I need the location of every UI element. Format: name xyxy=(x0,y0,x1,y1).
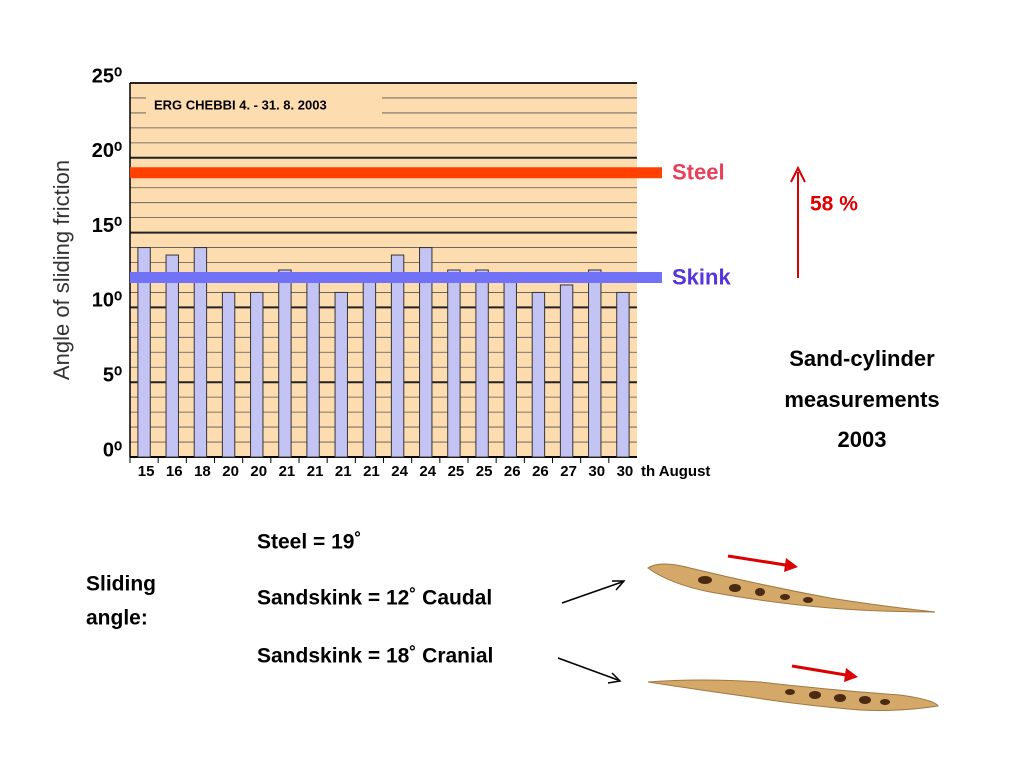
y-axis-label: Angle of sliding friction xyxy=(49,160,74,380)
x-tick-label: 27 xyxy=(560,463,577,480)
grid xyxy=(129,82,637,463)
bar xyxy=(193,247,208,458)
x-tick-label: 25 xyxy=(448,463,465,480)
x-tick-label: 20 xyxy=(222,463,239,480)
bar xyxy=(250,291,264,458)
x-tick-label: 26 xyxy=(504,463,521,480)
bar xyxy=(278,269,292,458)
bar xyxy=(362,276,377,458)
inset-title: ERG CHEBBI 4. - 31. 8. 2003 xyxy=(154,97,327,112)
sliding-label: Sliding xyxy=(86,573,156,596)
y-tick-label: 15⁰ xyxy=(92,215,122,237)
pointer-head xyxy=(612,580,626,591)
marks xyxy=(130,167,662,458)
bar xyxy=(165,254,179,458)
x-tick-label: 16 xyxy=(166,463,183,480)
bar xyxy=(334,291,348,458)
x-tick-label: 26 xyxy=(532,463,549,480)
bar xyxy=(559,284,574,458)
annotation: 58 % xyxy=(810,193,858,216)
lizard xyxy=(647,664,939,711)
x-tick-label: 30 xyxy=(617,463,634,480)
summary-line: 2003 xyxy=(838,427,887,452)
y-tick-label: 0⁰ xyxy=(103,439,122,461)
x-tick-label: 21 xyxy=(279,463,296,480)
bar xyxy=(588,269,602,458)
x-tick-label: 21 xyxy=(307,463,324,480)
text-line: Steel = 19˚ xyxy=(257,531,361,554)
reference-label: Skink xyxy=(672,264,731,289)
x-tick-label: 24 xyxy=(419,463,436,480)
x-tick-label: 24 xyxy=(391,463,408,480)
bar xyxy=(419,247,433,458)
bar xyxy=(306,276,320,458)
summary-line: Sand-cylinder xyxy=(789,346,935,371)
y-tick-label: 20⁰ xyxy=(92,140,122,162)
x-tick-label: 15 xyxy=(138,463,155,480)
x-tick-label: 21 xyxy=(335,463,352,480)
bar xyxy=(503,276,517,458)
pointer xyxy=(557,657,619,681)
x-tick-label: 21 xyxy=(363,463,380,480)
plot-area xyxy=(130,83,637,457)
bar xyxy=(475,269,489,458)
y-tick-label: 5⁰ xyxy=(103,364,122,386)
inset-box xyxy=(146,95,382,117)
reference-label: Steel xyxy=(672,160,725,185)
bar xyxy=(616,291,630,458)
bar xyxy=(137,247,151,458)
bar xyxy=(447,269,461,458)
bar xyxy=(221,291,236,458)
bar xyxy=(390,254,405,458)
y-tick-label: 25⁰ xyxy=(92,65,122,87)
summary-line: measurements xyxy=(784,387,939,412)
x-tick-label: 20 xyxy=(250,463,267,480)
x-tick-label: 18 xyxy=(194,463,211,480)
x-suffix: th August xyxy=(641,463,710,480)
x-tick-label: 25 xyxy=(476,463,493,480)
x-tick-label: 30 xyxy=(588,463,605,480)
arrow-head xyxy=(790,165,806,183)
y-tick-label: 10⁰ xyxy=(92,290,122,312)
pointer-head xyxy=(607,672,622,684)
lizard xyxy=(647,554,936,613)
bar xyxy=(531,291,546,458)
pointer xyxy=(561,581,623,604)
text-line: Sandskink = 12˚ Caudal xyxy=(257,587,492,610)
text-line: Sandskink = 18˚ Cranial xyxy=(257,645,493,668)
sliding-label: angle: xyxy=(86,607,148,630)
